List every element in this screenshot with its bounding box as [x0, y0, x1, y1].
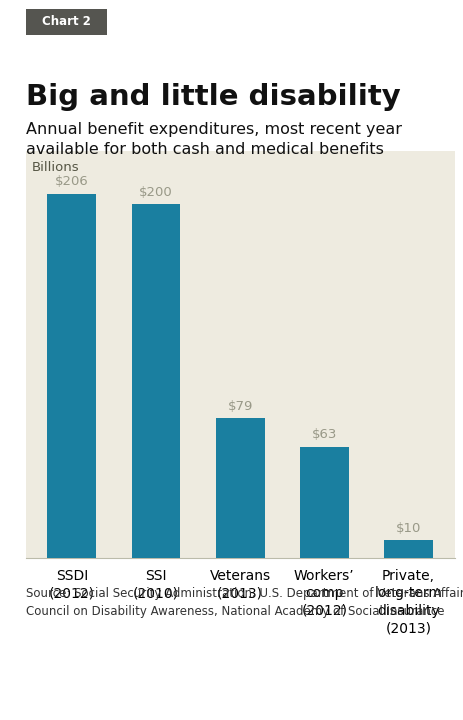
Bar — [215, 418, 264, 558]
Text: Chart 2: Chart 2 — [42, 15, 90, 28]
Text: $10: $10 — [395, 522, 420, 535]
Text: Annual benefit expenditures, most recent year
available for both cash and medica: Annual benefit expenditures, most recent… — [25, 122, 400, 157]
Bar — [47, 194, 96, 558]
Text: $200: $200 — [139, 186, 172, 199]
Text: $79: $79 — [227, 400, 252, 413]
Text: Source: Social Security Administration, U.S. Department of Veterans Affairs,
Cou: Source: Social Security Administration, … — [25, 587, 463, 618]
Text: $206: $206 — [55, 176, 88, 189]
Bar — [299, 446, 348, 558]
Text: $63: $63 — [311, 428, 336, 441]
Bar — [131, 204, 180, 558]
Bar — [383, 540, 432, 558]
Text: Billions: Billions — [32, 161, 80, 174]
Text: Big and little disability: Big and little disability — [25, 83, 400, 111]
